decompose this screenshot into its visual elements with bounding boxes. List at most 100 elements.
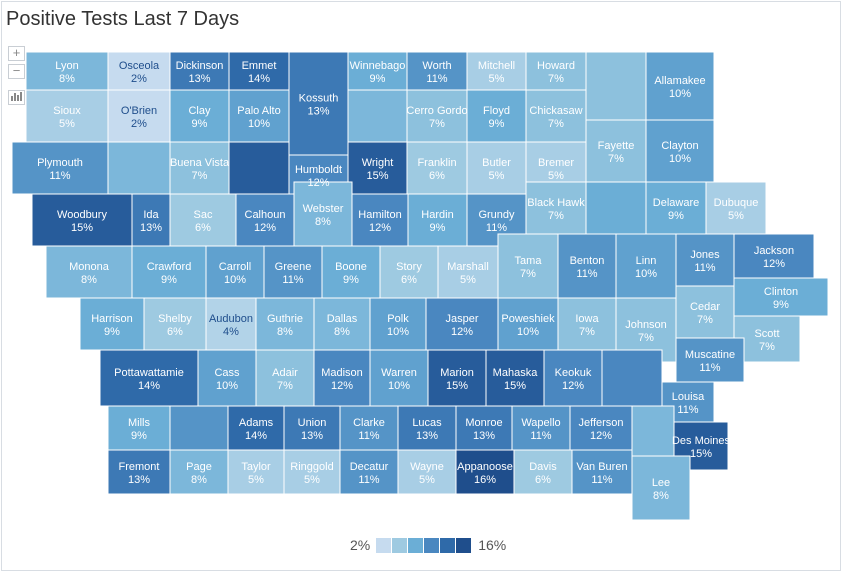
county-hancock[interactable] <box>347 89 408 143</box>
county-marshall[interactable] <box>437 245 499 299</box>
county-value-cedar: 7% <box>697 314 713 326</box>
county-value-union: 13% <box>301 430 323 442</box>
county-dubuque[interactable] <box>705 181 767 235</box>
county-monona[interactable] <box>45 245 133 299</box>
county-hamilton[interactable] <box>351 193 409 247</box>
county-floyd[interactable] <box>466 89 527 143</box>
county-winnebago[interactable] <box>347 51 408 91</box>
county-mitchell[interactable] <box>466 51 527 91</box>
county-label-wayne: Wayne <box>410 461 444 473</box>
county-scott[interactable] <box>733 315 801 363</box>
county-label-audubon: Audubon <box>209 313 253 325</box>
county-jasper[interactable] <box>425 297 499 351</box>
county-appanoose[interactable] <box>455 449 515 495</box>
county-chickasaw[interactable] <box>525 89 587 143</box>
county-buena-vista[interactable] <box>169 141 230 195</box>
county-clinton[interactable] <box>733 277 829 317</box>
county-fayette[interactable] <box>585 119 647 183</box>
county-value-hamilton: 12% <box>369 222 391 234</box>
county-keokuk[interactable] <box>543 349 603 407</box>
county-polk[interactable] <box>369 297 427 351</box>
county-harrison[interactable] <box>79 297 145 351</box>
county-label-iowa: Iowa <box>575 313 599 325</box>
county-jackson[interactable] <box>733 233 815 279</box>
legend-swatch[interactable] <box>408 537 424 553</box>
county-cherokee[interactable] <box>107 141 171 195</box>
county-label-mahaska: Mahaska <box>493 367 539 379</box>
county-label-winnebago: Winnebago <box>350 60 406 72</box>
county-union[interactable] <box>283 405 341 451</box>
county-label-cerro-gordo: Cerro Gordo <box>406 105 467 117</box>
county-label-buena-vista: Buena Vista <box>170 157 230 169</box>
county-davis[interactable] <box>513 449 573 495</box>
zoom-out-button[interactable]: − <box>8 64 25 79</box>
county-sioux[interactable] <box>25 89 109 143</box>
county-lee[interactable] <box>631 455 691 521</box>
county-van-buren[interactable] <box>571 449 633 495</box>
county-cass[interactable] <box>197 349 257 407</box>
county-madison[interactable] <box>313 349 371 407</box>
legend-swatch[interactable] <box>392 537 408 553</box>
county-wright[interactable] <box>347 141 408 195</box>
county-fremont[interactable] <box>107 449 171 495</box>
county-benton[interactable] <box>557 233 617 299</box>
county-taylor[interactable] <box>227 449 285 495</box>
county-poweshiek[interactable] <box>497 297 559 351</box>
county-marion[interactable] <box>427 349 487 407</box>
county-greene[interactable] <box>263 245 323 299</box>
zoom-in-button[interactable]: + <box>8 46 25 61</box>
county-jefferson[interactable] <box>569 405 633 451</box>
county-value-mills: 9% <box>131 430 147 442</box>
county-clayton[interactable] <box>645 119 715 183</box>
county-butler[interactable] <box>466 141 527 195</box>
county-delaware[interactable] <box>645 181 707 235</box>
county-howard[interactable] <box>525 51 587 91</box>
county-label-clayton: Clayton <box>661 140 698 152</box>
county-ringgold[interactable] <box>283 449 341 495</box>
county-palo-alto[interactable] <box>228 89 290 143</box>
county-label-lucas: Lucas <box>412 417 442 429</box>
county-mills[interactable] <box>107 405 171 451</box>
county-webster[interactable] <box>293 181 353 247</box>
county-henry[interactable] <box>631 405 675 457</box>
county-winneshiek[interactable] <box>585 51 647 121</box>
county-value-marion: 15% <box>446 380 468 392</box>
county-worth[interactable] <box>406 51 468 91</box>
county-lyon[interactable] <box>25 51 109 91</box>
county-shelby[interactable] <box>143 297 207 351</box>
county-value-plymouth: 11% <box>49 170 70 182</box>
county-cerro-gordo[interactable] <box>406 89 468 143</box>
county-montgomery[interactable] <box>169 405 229 451</box>
legend-swatch[interactable] <box>376 537 392 553</box>
county-value-davis: 6% <box>535 474 551 486</box>
county-washington[interactable] <box>601 349 663 407</box>
county-dallas[interactable] <box>313 297 371 351</box>
county-clarke[interactable] <box>339 405 399 451</box>
county-franklin[interactable] <box>406 141 468 195</box>
county-label-allamakee: Allamakee <box>654 75 705 87</box>
legend-swatch[interactable] <box>424 537 440 553</box>
legend-swatch[interactable] <box>456 537 472 553</box>
county-buchanan[interactable] <box>585 181 647 235</box>
county-label-bremer: Bremer <box>538 157 574 169</box>
county-label-calhoun: Calhoun <box>245 209 286 221</box>
county-decatur[interactable] <box>339 449 399 495</box>
county-label-palo-alto: Palo Alto <box>237 105 280 117</box>
county-mahaska[interactable] <box>485 349 545 407</box>
county-tama[interactable] <box>497 233 559 299</box>
county-wayne[interactable] <box>397 449 457 495</box>
county-ida[interactable] <box>131 193 171 247</box>
county-adair[interactable] <box>255 349 315 407</box>
county-label-adams: Adams <box>239 417 274 429</box>
county-jones[interactable] <box>675 233 735 287</box>
legend-swatch[interactable] <box>440 537 456 553</box>
county-value-benton: 11% <box>576 268 597 280</box>
bar-chart-icon[interactable] <box>8 90 25 105</box>
county-pocahontas[interactable] <box>228 141 290 195</box>
county-iowa[interactable] <box>557 297 617 351</box>
county-pottawattamie[interactable] <box>99 349 199 407</box>
county-value-humboldt: 12% <box>307 177 329 189</box>
county-sac[interactable] <box>169 193 237 247</box>
county-boone[interactable] <box>321 245 381 299</box>
county-dickinson[interactable] <box>169 51 230 91</box>
